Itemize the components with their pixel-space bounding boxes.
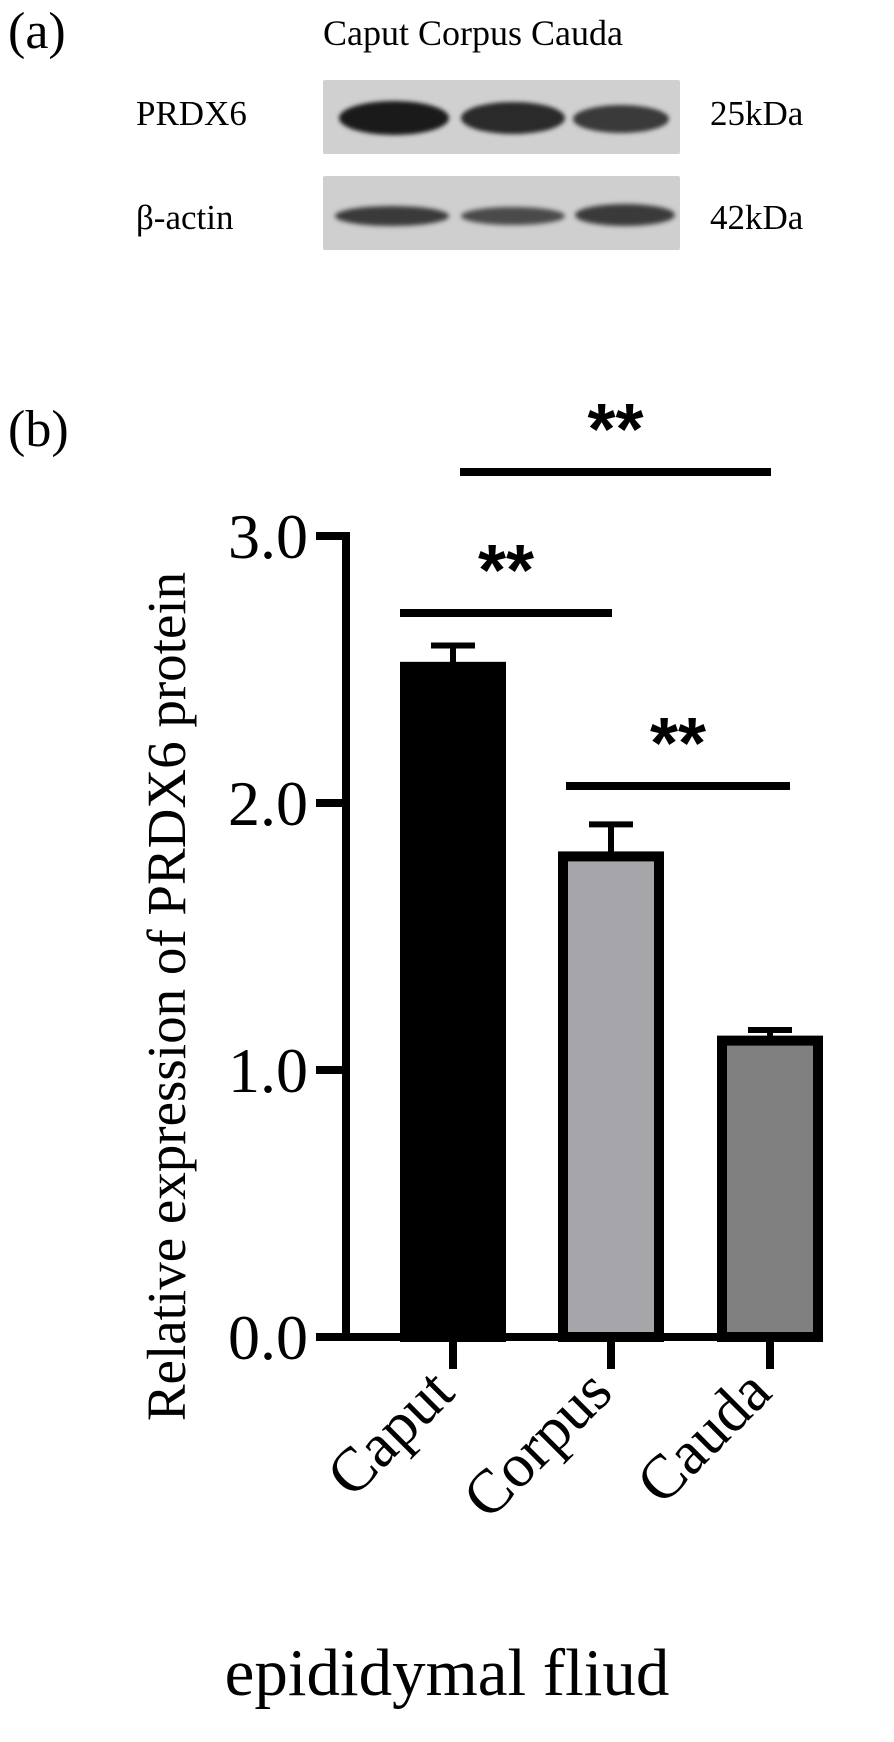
significance-stars: ** xyxy=(650,704,706,784)
band-actin-cauda xyxy=(575,204,675,226)
significance-stars: ** xyxy=(478,531,534,611)
y-tick-label: 2.0 xyxy=(228,768,308,839)
band-prdx6-corpus xyxy=(461,102,565,134)
x-tick-label-corpus: Corpus xyxy=(450,1357,625,1532)
protein-label-beta-actin: β-actin xyxy=(136,198,234,237)
band-actin-corpus xyxy=(461,207,565,225)
band-actin-caput xyxy=(335,206,449,226)
panel-b-label: (b) xyxy=(8,401,69,458)
panel-a-label: (a) xyxy=(8,3,66,60)
x-tick-label-cauda: Cauda xyxy=(624,1357,784,1517)
mw-label-beta-actin: 42kDa xyxy=(710,198,804,237)
y-axis-title: Relative expression of PRDX6 protein xyxy=(136,572,197,1421)
x-tick-label-caput: Caput xyxy=(314,1357,467,1510)
y-tick-label: 1.0 xyxy=(228,1035,308,1106)
band-prdx6-caput xyxy=(339,101,449,135)
band-prdx6-cauda xyxy=(573,105,669,133)
mw-label-prdx6: 25kDa xyxy=(710,94,804,133)
y-tick-label: 0.0 xyxy=(228,1302,308,1373)
significance-stars: ** xyxy=(587,390,643,470)
protein-label-prdx6: PRDX6 xyxy=(136,94,247,133)
blot-strip-beta-actin xyxy=(323,176,680,250)
blot-strip-prdx6 xyxy=(323,80,680,154)
bar-caput xyxy=(400,661,506,1342)
bar-corpus xyxy=(558,851,664,1343)
y-tick-label: 3.0 xyxy=(228,501,308,572)
lane-header: Caput Corpus Cauda xyxy=(323,13,623,53)
x-axis-title: epididymal fliud xyxy=(224,1636,670,1710)
bar-cauda xyxy=(717,1035,823,1342)
